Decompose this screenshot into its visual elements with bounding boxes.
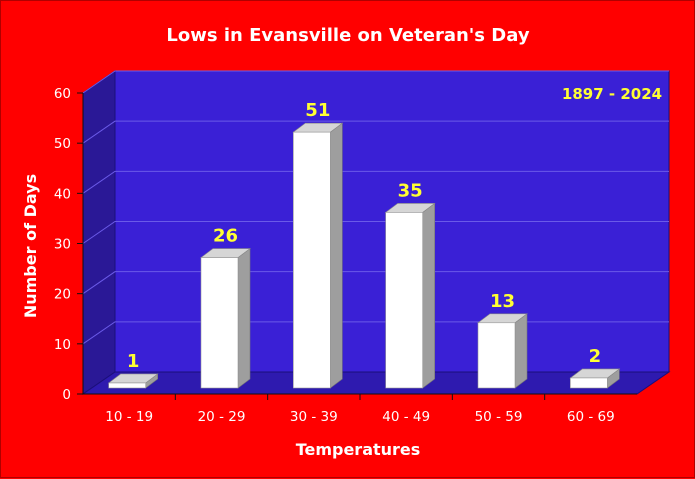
data-labels: 1 26 51 35 13 2: [127, 100, 601, 372]
bar: [384, 202, 436, 389]
x-axis-title: Temperatures: [296, 440, 421, 459]
y-tick-label: 0: [62, 387, 71, 403]
plot-area: [81, 70, 671, 395]
y-axis-title: Number of Days: [21, 174, 40, 318]
data-label: 35: [398, 180, 423, 201]
gridline: [82, 70, 669, 94]
chart-title: Lows in Evansville on Veteran's Day: [166, 25, 529, 46]
bar: [292, 122, 344, 389]
bar-side: [422, 202, 435, 389]
bars: [107, 122, 621, 389]
bar-side: [330, 122, 343, 389]
bar: [477, 313, 528, 389]
data-label: 13: [490, 291, 515, 312]
bar: [107, 373, 159, 389]
y-tick-label: 10: [54, 337, 71, 353]
gridline: [82, 271, 669, 295]
data-label: 26: [213, 226, 238, 247]
bar-face: [385, 212, 423, 389]
bar-face: [108, 382, 146, 389]
x-axis-ticks: 10 - 19 20 - 29 30 - 39 40 - 49 50 - 59 60 - …: [105, 394, 615, 425]
y-tick-label: 40: [54, 186, 71, 202]
data-label: 2: [589, 346, 602, 367]
y-tick-label: 20: [54, 287, 71, 303]
gridline: [82, 221, 669, 244]
gridline: [82, 120, 669, 144]
x-tick-label: 60 - 69: [567, 409, 615, 425]
x-tick-label: 10 - 19: [105, 409, 153, 425]
bar-face: [293, 131, 331, 389]
date-range-annotation: 1897 - 2024: [562, 85, 662, 103]
gridline: [82, 170, 669, 194]
gridlines: [82, 70, 669, 345]
y-tick-label: 30: [54, 237, 71, 253]
x-tick-label: 20 - 29: [198, 409, 246, 425]
bar-face: [477, 322, 516, 389]
y-tick-label: 50: [54, 136, 71, 152]
data-label: 51: [305, 100, 330, 121]
bar-face: [200, 257, 239, 389]
x-tick-label: 40 - 49: [382, 409, 430, 425]
bar: [569, 368, 621, 389]
bar: [200, 247, 251, 389]
data-label: 1: [127, 351, 140, 372]
bar-side: [514, 313, 528, 389]
x-tick-label: 50 - 59: [475, 409, 523, 425]
x-tick-label: 30 - 39: [290, 409, 338, 425]
bar-face: [570, 377, 608, 389]
y-tick-label: 60: [54, 86, 71, 102]
bar-side: [237, 247, 251, 389]
